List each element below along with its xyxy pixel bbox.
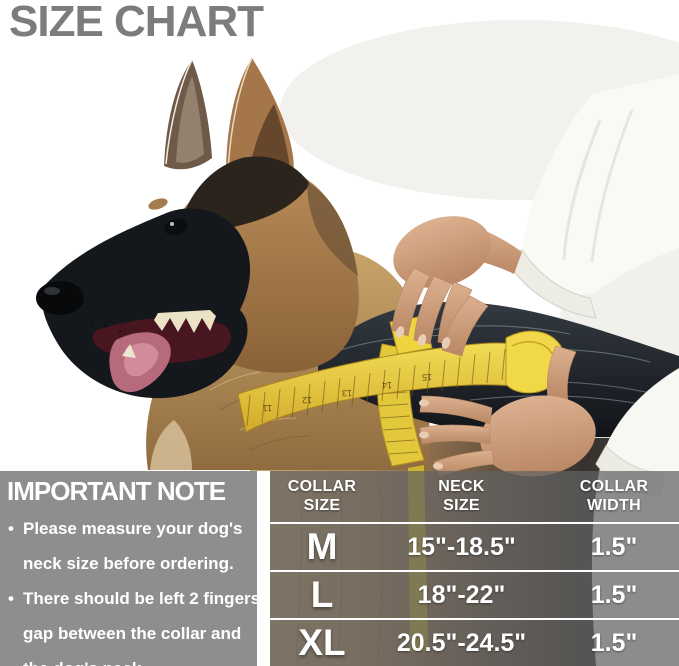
size-table: COLLAR SIZE NECK SIZE COLLAR WIDTH M 15"…	[270, 471, 679, 666]
note-heading: IMPORTANT NOTE	[7, 476, 226, 506]
size-label: L	[310, 574, 334, 615]
collar-width-value: 1.5"	[590, 532, 638, 561]
important-note-panel: IMPORTANT NOTE Please measure your dog's…	[0, 471, 257, 666]
size-label: M	[306, 526, 338, 567]
note-line: the dog's neck.	[23, 651, 257, 666]
column-header-neck-size: NECK SIZE	[438, 477, 485, 514]
svg-text:14: 14	[382, 380, 392, 390]
note-list: Please measure your dog's neck size befo…	[7, 511, 257, 666]
svg-text:13: 13	[342, 388, 352, 398]
svg-text:11: 11	[263, 403, 272, 413]
neck-size-value: 18"-22"	[417, 580, 506, 609]
note-bullet: There should be left 2 fingers gap betwe…	[7, 581, 257, 666]
size-label: XL	[298, 622, 346, 663]
svg-text:12: 12	[302, 395, 312, 405]
note-line: Please measure your dog's	[23, 519, 243, 538]
column-header-collar-width: COLLAR WIDTH	[579, 477, 649, 514]
table-row-l: L 18"-22" 1.5"	[270, 570, 679, 618]
table-header-row: COLLAR SIZE NECK SIZE COLLAR WIDTH	[270, 471, 679, 522]
table-row-m: M 15"-18.5" 1.5"	[270, 522, 679, 570]
page-title: SIZE CHART	[9, 0, 264, 46]
column-header-collar-size: COLLAR SIZE	[287, 477, 357, 514]
neck-size-value: 20.5"-24.5"	[396, 628, 527, 657]
note-line: neck size before ordering.	[23, 554, 234, 573]
note-line: There should be left 2 fingers	[23, 589, 257, 608]
note-line: gap between the collar and	[23, 624, 242, 643]
collar-width-value: 1.5"	[590, 628, 638, 657]
table-row-xl: XL 20.5"-24.5" 1.5"	[270, 618, 679, 666]
note-bullet: Please measure your dog's neck size befo…	[7, 511, 257, 581]
svg-text:15: 15	[422, 372, 432, 382]
neck-size-value: 15"-18.5"	[407, 532, 516, 561]
panel-divider	[257, 471, 270, 666]
collar-width-value: 1.5"	[590, 580, 638, 609]
